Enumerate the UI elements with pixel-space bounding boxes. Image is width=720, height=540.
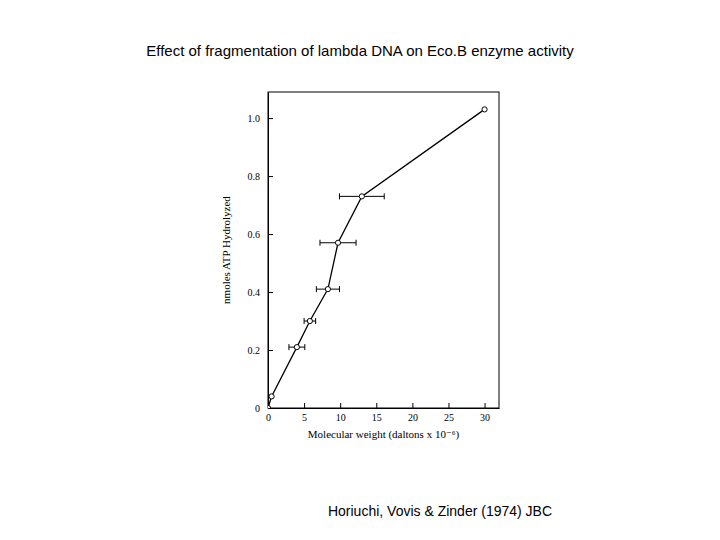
caption: Horiuchi, Vovis & Zinder (1974) JBC <box>328 503 552 519</box>
x-tick-label: 20 <box>408 412 418 423</box>
data-point <box>359 194 364 199</box>
x-tick-label: 15 <box>372 412 382 423</box>
x-tick-mark <box>304 403 305 408</box>
y-tick-label: 0.8 <box>248 171 261 182</box>
x-tick-label: 30 <box>480 412 490 423</box>
x-axis: 0 5 10 15 20 25 30 <box>266 403 500 423</box>
error-bar-cap <box>339 286 340 292</box>
y-tick-mark <box>268 234 273 235</box>
data-point <box>335 240 340 245</box>
data-point <box>325 287 330 292</box>
data-layer <box>268 107 487 408</box>
error-bar-cap <box>319 240 320 246</box>
x-axis-title: Molecular weight (daltons x 10⁻⁶) <box>308 428 460 441</box>
y-tick: 0.2 <box>248 345 274 356</box>
y-axis-title: nmoles ATP Hydrolyzed <box>220 196 232 304</box>
y-tick: 0.4 <box>248 287 274 298</box>
error-bar <box>304 318 316 324</box>
y-tick-label: 0.2 <box>248 345 261 356</box>
y-tick-mark <box>268 292 273 293</box>
y-tick: 0 <box>255 403 273 414</box>
y-tick: 1.0 <box>248 113 274 124</box>
error-bar-cap <box>339 193 340 199</box>
error-bar <box>289 344 305 350</box>
x-tick-mark <box>412 403 413 408</box>
y-tick: 0.6 <box>248 229 274 240</box>
x-tick-label: 5 <box>302 412 307 423</box>
error-bar-cap <box>315 318 316 324</box>
y-tick-label: 0 <box>255 403 260 414</box>
y-tick-mark <box>268 176 273 177</box>
error-bar-cap <box>304 318 305 324</box>
y-tick-label: 0.4 <box>248 287 261 298</box>
x-tick: 0 <box>266 403 271 423</box>
error-bar-cap <box>316 286 317 292</box>
error-bar-cap <box>356 240 357 246</box>
x-tick-label: 25 <box>444 412 454 423</box>
x-tick: 15 <box>372 403 382 423</box>
data-line <box>268 109 485 408</box>
x-tick-mark <box>376 403 377 408</box>
x-tick-label: 0 <box>266 412 271 423</box>
data-point <box>269 394 274 399</box>
plot-frame <box>268 92 499 408</box>
chart: Effect of fragmentation of lambda DNA on… <box>0 0 720 540</box>
x-tick-label: 10 <box>336 412 346 423</box>
y-tick-mark <box>268 408 273 409</box>
x-axis-line <box>269 408 500 409</box>
data-point <box>294 345 299 350</box>
error-bar-cap <box>384 193 385 199</box>
y-axis-line <box>268 93 269 409</box>
y-tick-mark <box>268 350 273 351</box>
y-axis: 0 0.2 0.4 0.6 0.8 1.0 <box>248 93 274 414</box>
x-tick: 10 <box>336 403 346 423</box>
x-tick: 20 <box>408 403 418 423</box>
error-bar <box>320 240 356 246</box>
x-tick-mark <box>485 403 486 408</box>
data-point <box>307 318 312 323</box>
error-bar <box>339 193 384 199</box>
data-point <box>482 107 487 112</box>
y-tick-label: 0.6 <box>248 229 261 240</box>
x-tick: 25 <box>444 403 454 423</box>
x-tick-mark <box>340 403 341 408</box>
x-tick: 30 <box>480 403 490 423</box>
y-tick-label: 1.0 <box>248 113 261 124</box>
title: Effect of fragmentation of lambda DNA on… <box>146 42 574 59</box>
error-bar-cap <box>288 344 289 350</box>
error-bar <box>316 286 339 292</box>
y-tick-mark <box>268 118 273 119</box>
x-tick: 5 <box>302 403 307 423</box>
data-point <box>268 405 271 408</box>
error-bar-cap <box>304 344 305 350</box>
y-tick: 0.8 <box>248 171 274 182</box>
x-tick-mark <box>448 403 449 408</box>
